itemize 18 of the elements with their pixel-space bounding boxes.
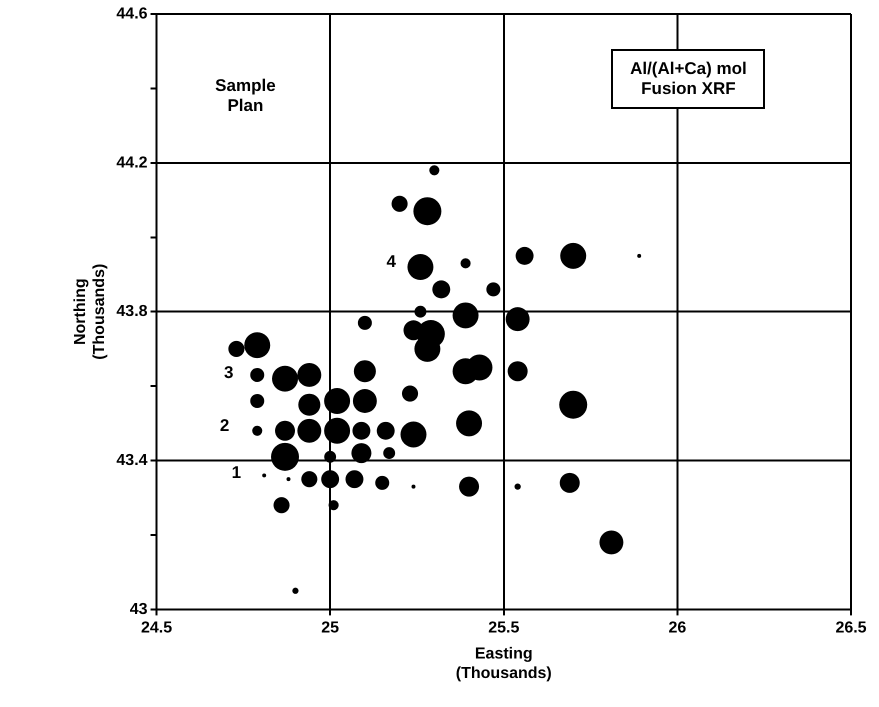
x-tick-label: 24.5 xyxy=(140,619,172,636)
y-tick-label: 44.6 xyxy=(116,5,148,22)
x-tick-label: 26 xyxy=(668,619,686,636)
y-tick-label: 44.2 xyxy=(116,154,148,172)
y-tick-label: 43.8 xyxy=(116,303,148,320)
annotation: Sample Plan xyxy=(214,76,277,116)
y-tick-label: 43.4 xyxy=(116,452,148,469)
y-tick-label: 43 xyxy=(130,600,148,618)
annotation: 2 xyxy=(218,416,230,436)
text: Al/(Al+Ca) mol Fusion XRF xyxy=(611,49,766,109)
y-axis-title: Northing (Thousands) xyxy=(72,264,108,360)
x-tick-label: 26.5 xyxy=(835,619,867,636)
annotation: 4 xyxy=(386,252,397,272)
x-tick-label: 25 xyxy=(321,619,340,636)
annotation: 3 xyxy=(223,362,234,383)
x-tick-label: 25.5 xyxy=(488,619,520,636)
annotation: 1 xyxy=(230,463,242,484)
x-axis-title: Easting (Thousands) xyxy=(456,646,552,682)
